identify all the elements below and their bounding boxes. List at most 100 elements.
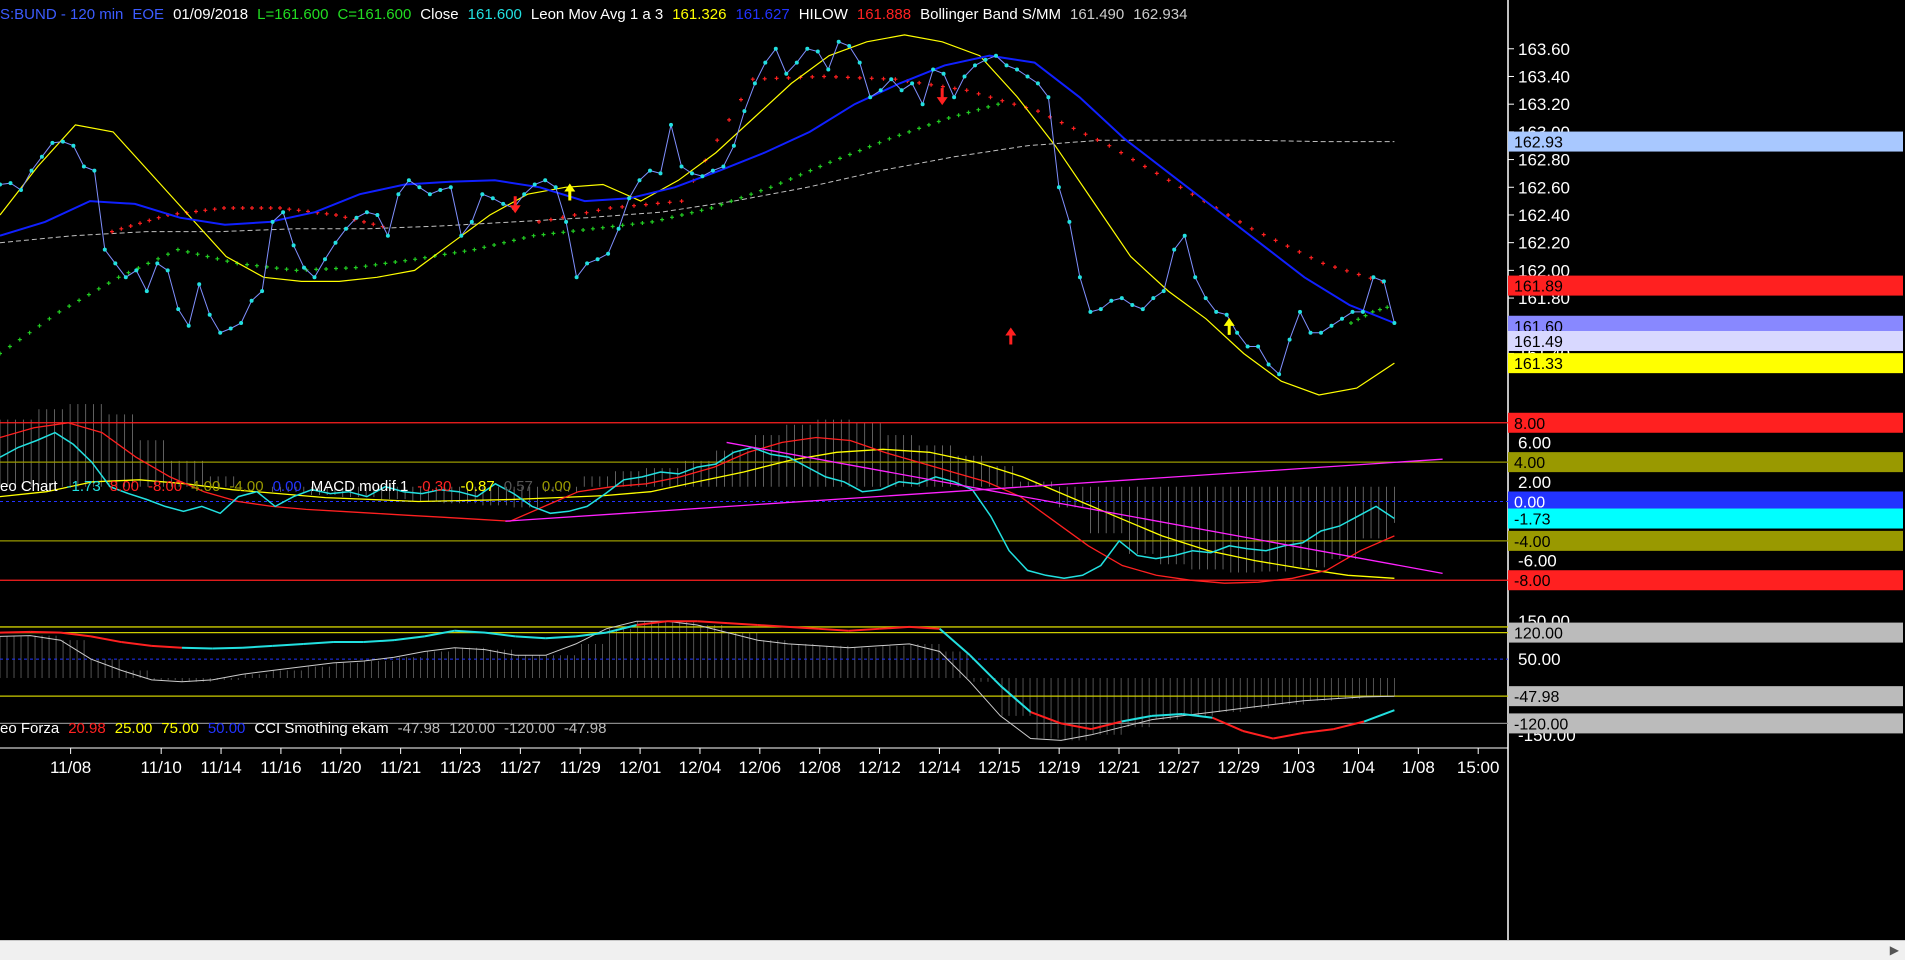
close-point — [102, 247, 107, 252]
hilow-green-mark — [126, 270, 131, 275]
hilow-green-mark — [679, 213, 684, 217]
leo-tag: 8.00 — [1514, 416, 1545, 433]
hilow-green-mark — [946, 116, 951, 120]
close-point — [354, 215, 359, 220]
hilow-green-mark — [907, 129, 912, 134]
forza-line — [454, 629, 486, 634]
price-tag: 161.33 — [1514, 356, 1563, 373]
close-point — [260, 289, 265, 294]
hilow-green-mark — [847, 152, 852, 157]
close-point — [1161, 289, 1166, 294]
hilow-green-mark — [403, 258, 408, 263]
hilow-green-mark — [413, 257, 418, 262]
close-point — [784, 71, 789, 76]
close-point — [155, 261, 160, 266]
hilow-green-mark — [689, 210, 694, 215]
bollinger-line — [0, 139, 1395, 244]
hilow-red-mark — [250, 206, 254, 210]
hilow-green-mark — [462, 249, 467, 254]
close-point — [1392, 321, 1397, 325]
signal-arrow-icon — [509, 196, 521, 214]
leo-forza-header: eo Forza 20.98 25.00 75.00 50.00 CCI Smothing… — [0, 720, 615, 737]
header3-item: 50.00 — [207, 720, 246, 737]
close-point — [323, 257, 327, 262]
hilow-red-mark — [1309, 255, 1314, 260]
hilow-red-mark — [1131, 157, 1135, 162]
hilow-green-mark — [966, 110, 971, 115]
close-point — [448, 185, 453, 190]
forza-tag-bg — [1508, 622, 1903, 643]
header2-item: -0.87 — [460, 478, 495, 495]
hilow-red-mark — [371, 222, 376, 227]
close-point — [1140, 307, 1145, 312]
hilow-red-mark — [929, 82, 934, 87]
close-point — [794, 60, 799, 65]
close-point — [983, 57, 988, 62]
forza-line — [363, 639, 395, 644]
close-point — [92, 168, 97, 173]
header3-item: 75.00 — [161, 720, 199, 737]
close-point — [71, 143, 76, 148]
close-point — [29, 168, 34, 173]
close-point — [1130, 303, 1135, 307]
close-point — [606, 251, 611, 256]
hilow-green-mark — [185, 249, 190, 254]
close-point — [186, 323, 191, 328]
close-point — [8, 181, 13, 186]
close-point — [1077, 275, 1082, 280]
hilow-red-mark — [296, 208, 301, 213]
hilow-green-mark — [77, 298, 82, 303]
close-point — [1298, 309, 1302, 314]
hilow-green-mark — [630, 222, 635, 227]
x-tick-label: 11/21 — [380, 758, 421, 777]
price-tag: 161.49 — [1514, 334, 1563, 351]
close-point — [1350, 309, 1355, 314]
close-point — [1098, 307, 1103, 312]
close-point — [1203, 296, 1208, 301]
header2-item: eo Chart — [0, 478, 58, 495]
forza-line — [1363, 709, 1395, 723]
close-point — [669, 122, 673, 127]
close-point — [836, 39, 841, 44]
hilow-red-mark — [881, 76, 886, 81]
close-point — [197, 282, 202, 287]
forza-line — [424, 629, 455, 638]
macd-yellow-line — [0, 448, 1395, 579]
forza-line — [818, 627, 849, 632]
hilow-green-mark — [600, 225, 605, 230]
forza-line — [999, 684, 1032, 713]
hilow-green-mark — [581, 228, 586, 232]
hilow-red-mark — [822, 74, 827, 79]
hilow-red-mark — [1012, 102, 1017, 107]
hilow-green-mark — [314, 267, 319, 272]
close-point — [1224, 312, 1229, 317]
hilow-red-mark — [834, 74, 838, 79]
leo-tag-bg — [1508, 530, 1903, 551]
close-point — [690, 171, 694, 176]
close-point — [344, 226, 348, 231]
header2-item: 0.00 — [541, 478, 572, 495]
chart-area[interactable]: 163.60163.40163.20163.00162.80162.60162.… — [0, 0, 1905, 940]
header1-item: 01/09/2018 — [173, 6, 249, 23]
hilow-green-mark — [472, 247, 477, 252]
y-tick-label: -6.00 — [1518, 552, 1557, 571]
hilow-green-mark — [166, 252, 170, 257]
forza-line — [1272, 731, 1304, 740]
x-tick-label: 12/29 — [1217, 758, 1260, 777]
scroll-right-icon[interactable]: ▶ — [1889, 943, 1899, 957]
hilow-red-mark — [1226, 213, 1231, 217]
forza-line — [697, 620, 728, 625]
hilow-red-mark — [620, 204, 625, 209]
hilow-green-mark — [393, 260, 398, 264]
horizontal-scrollbar[interactable]: ▶ — [0, 940, 1905, 960]
leo-tag: 0.00 — [1514, 495, 1545, 512]
header2-item: 4.00 — [191, 478, 221, 495]
x-tick-label: 11/16 — [260, 758, 301, 777]
close-point — [123, 275, 128, 280]
forza-line — [909, 625, 940, 630]
forza-line — [1121, 714, 1153, 723]
price-tag-bg — [1508, 131, 1903, 152]
x-tick-label: 12/12 — [858, 758, 901, 777]
hilow-green-mark — [156, 256, 161, 261]
forza-line — [212, 646, 243, 650]
